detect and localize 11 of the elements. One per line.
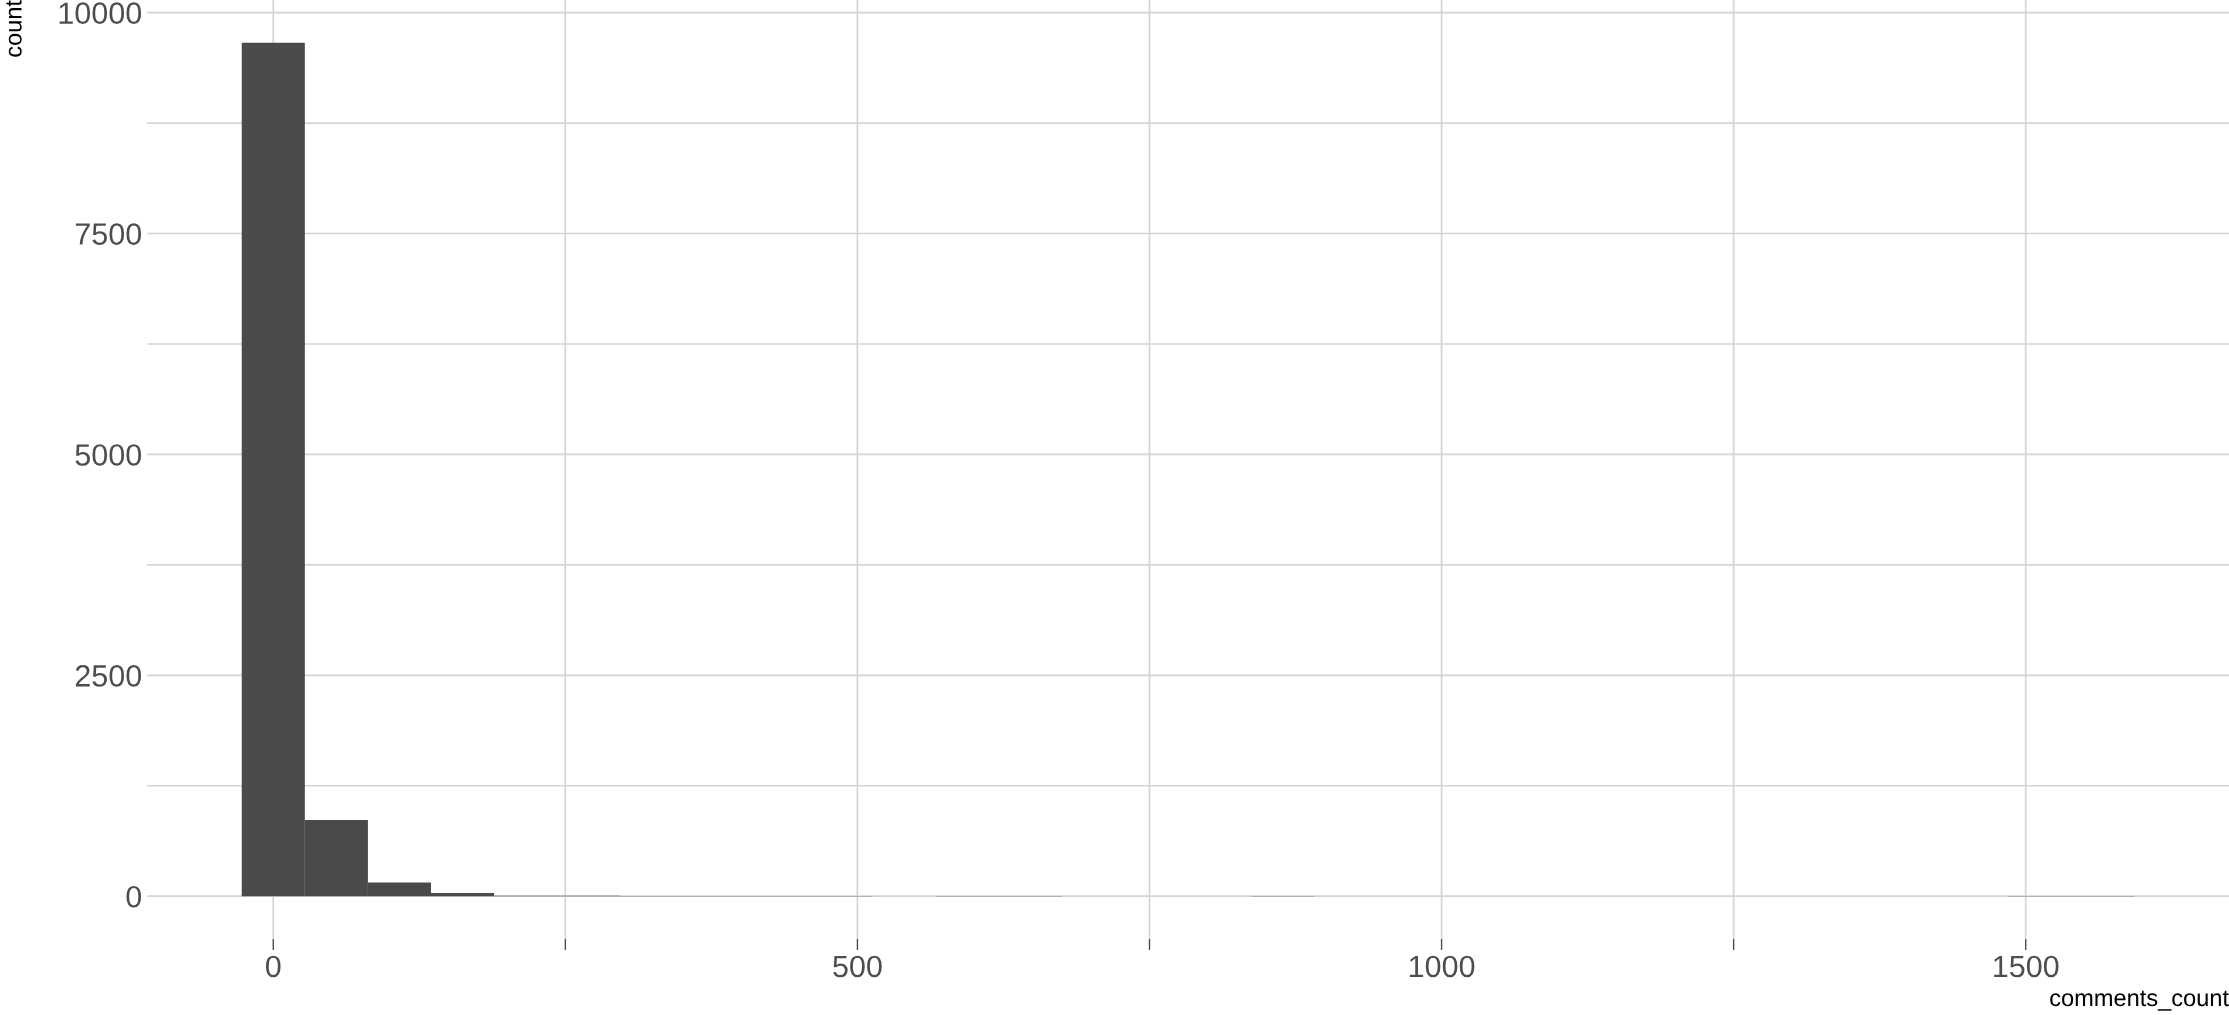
x-tick-label: 1500 <box>1994 955 2059 978</box>
x-axis-title: comments_count <box>2050 990 2229 1011</box>
y-axis-title: count <box>6 0 22 57</box>
x-tick-label: 500 <box>833 955 882 978</box>
x-tick-label: 1000 <box>1409 955 1475 978</box>
y-tick-label: 2500 <box>75 665 142 687</box>
y-tick-label: 7500 <box>75 223 142 245</box>
y-tick-label: 0 <box>126 885 142 908</box>
x-tick-label: 0 <box>265 955 281 978</box>
y-tick-label: 5000 <box>75 444 142 466</box>
y-tick-label: 10000 <box>59 2 142 25</box>
